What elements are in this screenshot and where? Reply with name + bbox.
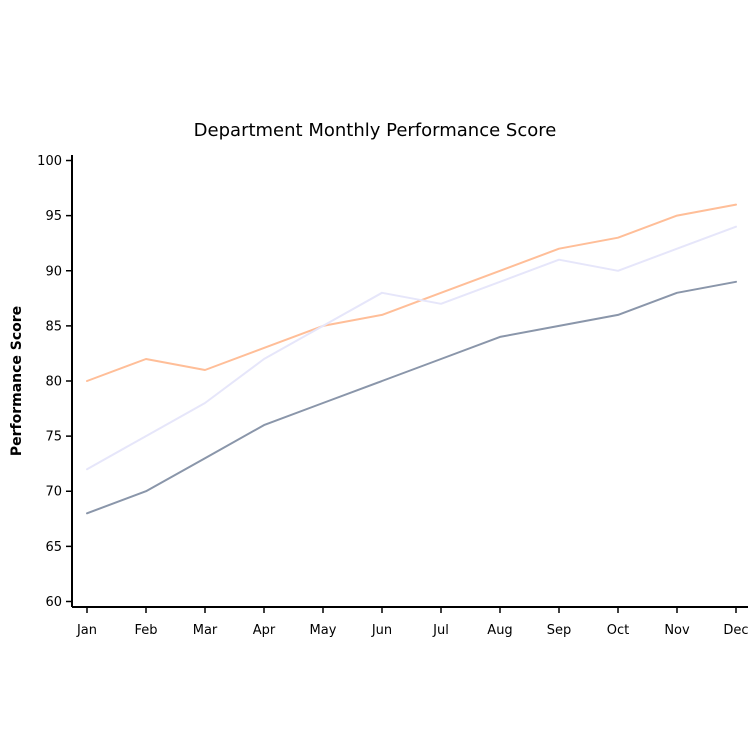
x-tick-label: Sep xyxy=(547,623,572,638)
x-tick-label: Jul xyxy=(432,623,449,638)
axes-group: 60 65 70 75 80 85 90 95 100 Jan Feb Mar Apr May Jun Jul… xyxy=(37,154,748,638)
y-tick-label: 85 xyxy=(45,319,62,334)
y-axis-label: Performance Score xyxy=(9,306,25,456)
x-tick-label: Jan xyxy=(76,623,97,638)
x-tick-label: Aug xyxy=(487,623,512,638)
y-tick-label: 80 xyxy=(45,375,62,390)
y-tick-label: 100 xyxy=(37,154,62,169)
y-tick-label: 70 xyxy=(45,485,62,500)
series-line-1 xyxy=(86,203,737,382)
series-group xyxy=(86,203,737,515)
x-tick-label: May xyxy=(310,623,337,638)
y-tick-label: 75 xyxy=(45,430,62,445)
series-line-3 xyxy=(86,280,737,515)
x-tick-label: Mar xyxy=(193,623,218,638)
y-tick-label: 60 xyxy=(45,595,62,610)
x-tick-label: Dec xyxy=(723,623,748,638)
x-tick-label: Feb xyxy=(134,623,157,638)
x-tick-label: Jun xyxy=(371,623,392,638)
chart-title: Department Monthly Performance Score xyxy=(194,120,557,141)
y-tick-label: 65 xyxy=(45,540,62,555)
y-tick-label: 90 xyxy=(45,264,62,279)
x-tick-label: Nov xyxy=(664,623,690,638)
x-tick-label: Oct xyxy=(607,623,629,638)
series-line-2 xyxy=(86,225,737,471)
y-tick-label: 95 xyxy=(45,209,62,224)
x-tick-label: Apr xyxy=(253,623,276,638)
